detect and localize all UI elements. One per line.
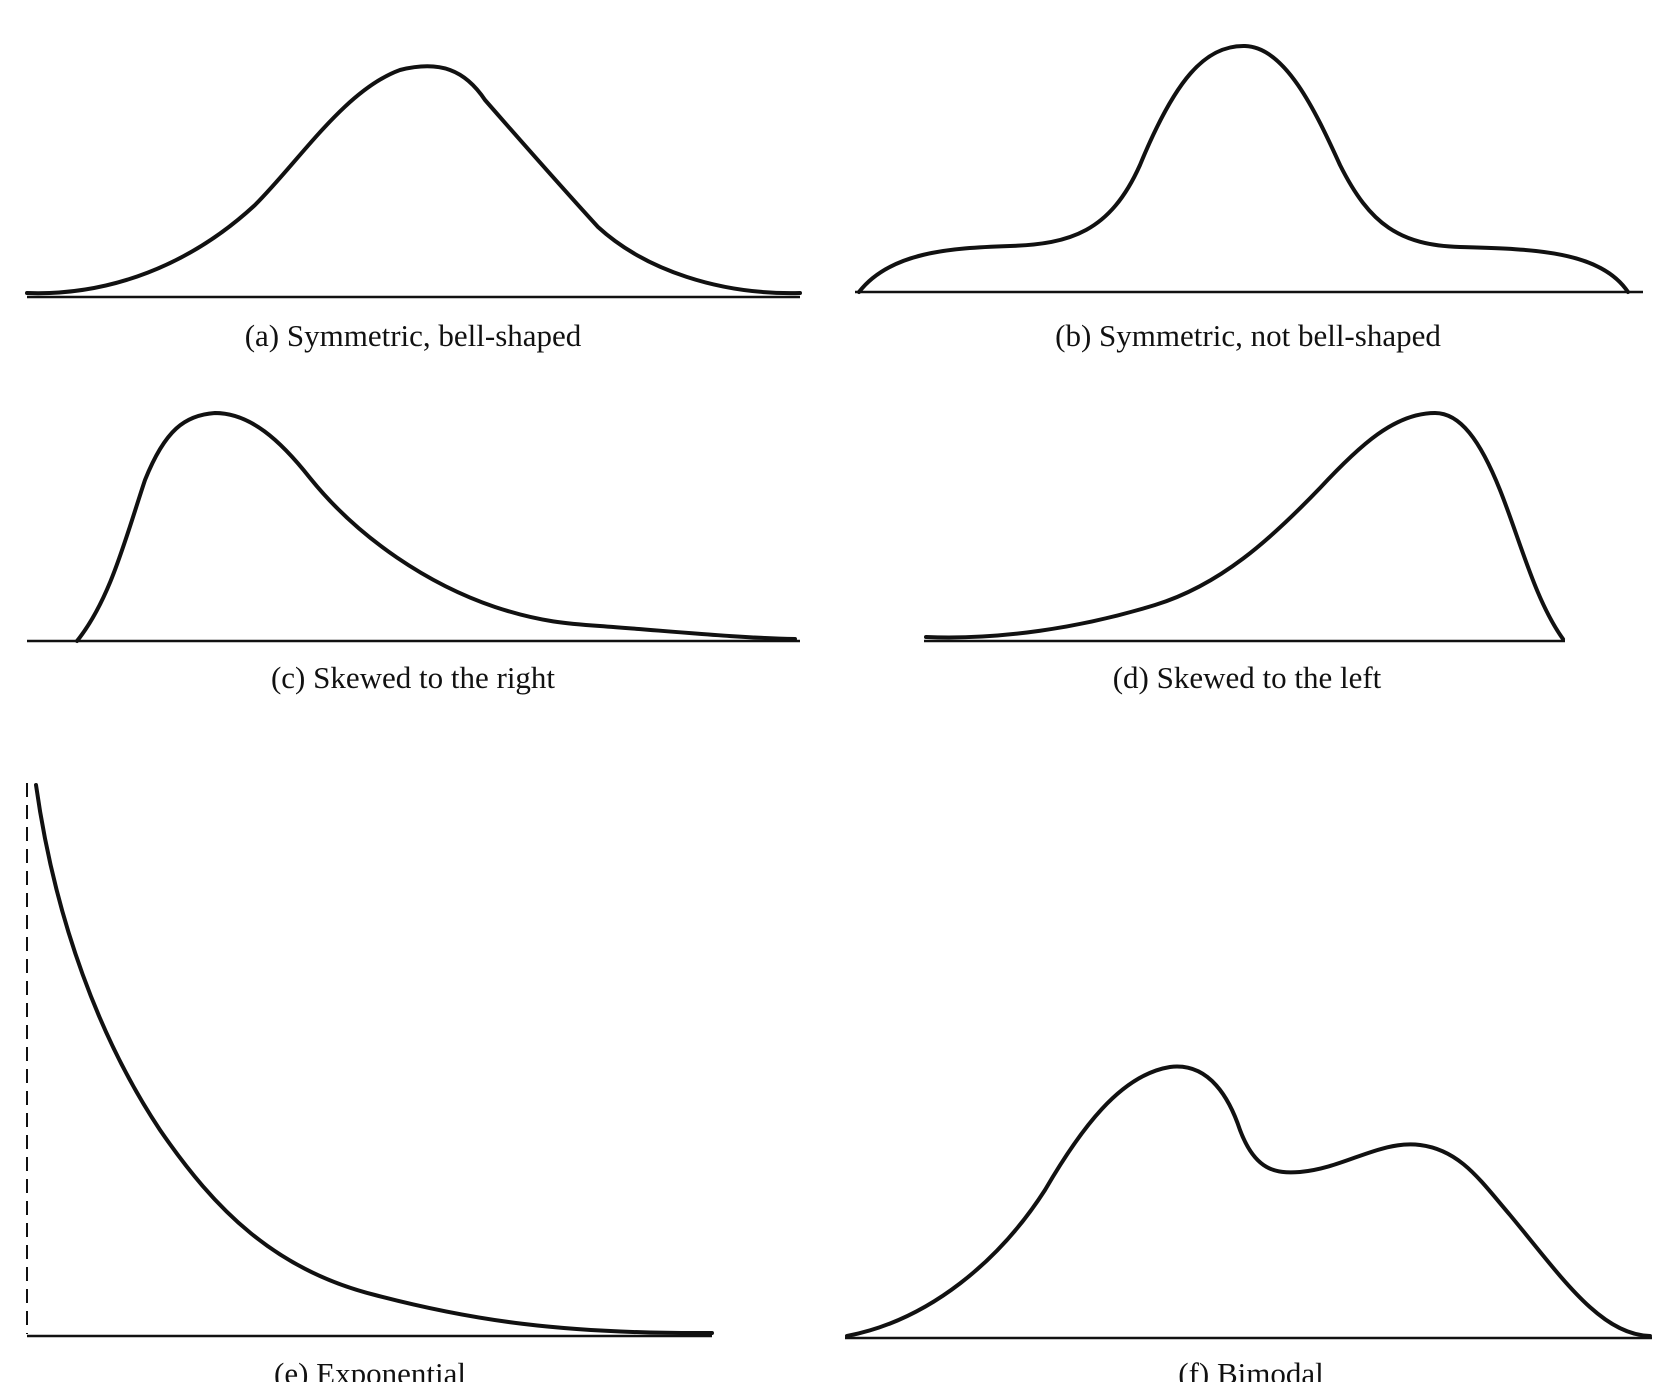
panel-c-curve [75, 411, 797, 643]
panel-d: (d) Skewed to the left [924, 411, 1565, 695]
panel-d-curve [924, 411, 1565, 641]
panel-c-caption: (c) Skewed to the right [271, 660, 555, 695]
panel-f-curve [845, 1064, 1652, 1338]
panel-e-curve [34, 783, 714, 1336]
panel-b-curve [857, 43, 1630, 294]
panel-c: (c) Skewed to the right [27, 411, 800, 695]
panel-e: (e) Exponential [26, 783, 714, 1382]
panel-a: (a) Symmetric, bell-shaped [25, 64, 802, 353]
panel-d-caption: (d) Skewed to the left [1113, 660, 1382, 695]
panel-f: (f) Bimodal [845, 1064, 1652, 1382]
panel-a-caption: (a) Symmetric, bell-shaped [245, 318, 582, 353]
panel-f-caption: (f) Bimodal [1178, 1356, 1324, 1382]
panel-b: (b) Symmetric, not bell-shaped [855, 43, 1643, 353]
panel-a-curve [25, 64, 802, 296]
panel-e-caption: (e) Exponential [274, 1356, 466, 1382]
panel-b-caption: (b) Symmetric, not bell-shaped [1055, 318, 1441, 353]
